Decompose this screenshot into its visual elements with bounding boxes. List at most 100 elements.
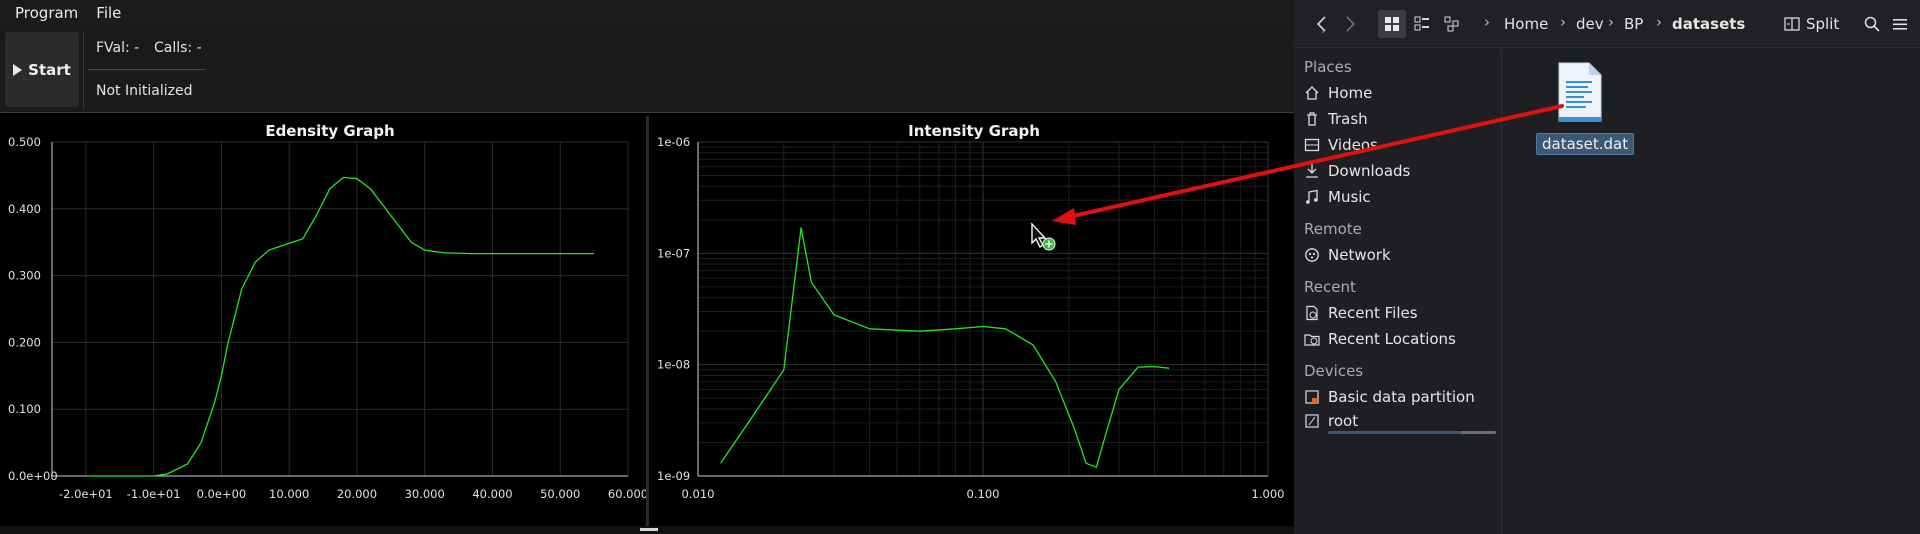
edensity-x-tick: 60.000 — [608, 487, 646, 501]
sidebar-item-root[interactable]: root — [1304, 410, 1358, 432]
start-button[interactable]: Start — [5, 32, 79, 107]
intensity-x-tick: 0.010 — [682, 487, 715, 501]
drive-icon — [1304, 389, 1320, 405]
fval-readout: FVal: - — [96, 40, 140, 56]
toolbar: Start FVal: - Calls: - Not Initialized — [0, 27, 1294, 113]
trash-icon — [1304, 111, 1320, 127]
sidebar-item-downloads[interactable]: Downloads — [1304, 160, 1410, 182]
file-view: dataset.dat — [1503, 49, 1920, 534]
intensity-graph[interactable]: Intensity Graph 1e-09 1e-08 1e-07 1e-06 0.0… — [649, 116, 1294, 526]
sidebar-label-downloads: Downloads — [1328, 162, 1411, 180]
breadcrumb-datasets[interactable]: datasets — [1672, 15, 1746, 33]
sidebar-item-trash[interactable]: Trash — [1304, 108, 1368, 130]
splitter-handle[interactable] — [640, 528, 658, 531]
edensity-x-tick: -2.0e+01 — [59, 487, 113, 501]
forward-arrow-icon — [1346, 16, 1356, 32]
recent-header: Recent — [1304, 278, 1356, 296]
intensity-x-tick: 1.000 — [1252, 487, 1285, 501]
sidebar-label-recent-files: Recent Files — [1328, 304, 1418, 322]
file-manager-toolbar: › Home › dev › BP › datasets Split — [1294, 0, 1920, 48]
icons-view-button[interactable] — [1378, 10, 1406, 38]
intensity-y-tick: 1e-07 — [657, 246, 690, 260]
edensity-chart: Edensity Graph 0.0e+00 0.100 0.200 0.300 0.4… — [8, 122, 646, 501]
stats-divider — [88, 69, 205, 70]
sidebar-label-music: Music — [1328, 188, 1371, 206]
start-label: Start — [28, 60, 71, 79]
edensity-y-tick: 0.500 — [8, 135, 41, 149]
play-icon — [13, 63, 23, 76]
places-header: Places — [1304, 58, 1352, 76]
breadcrumb-chevron-icon: › — [1560, 13, 1566, 31]
search-icon — [1864, 16, 1880, 32]
edensity-x-tick: 10.000 — [269, 487, 309, 501]
edensity-title: Edensity Graph — [265, 122, 394, 140]
tree-view-icon — [1444, 16, 1459, 32]
back-arrow-icon — [1316, 16, 1326, 33]
download-icon — [1304, 163, 1320, 179]
status-text: Not Initialized — [96, 83, 193, 99]
devices-header: Devices — [1304, 362, 1364, 380]
sidebar-label-root: root — [1328, 412, 1359, 430]
breadcrumb-chevron-icon: › — [1484, 13, 1490, 31]
split-button[interactable]: Split — [1780, 10, 1844, 38]
intensity-y-tick: 1e-08 — [657, 358, 690, 372]
breadcrumb-bp[interactable]: BP — [1624, 15, 1644, 33]
edensity-y-tick: 0.0e+00 — [8, 469, 58, 483]
breadcrumb-home[interactable]: Home — [1504, 15, 1549, 33]
back-button[interactable] — [1308, 10, 1336, 38]
edensity-x-tick: 0.0e+00 — [197, 487, 247, 501]
edensity-graph[interactable]: Edensity Graph 0.0e+00 0.100 0.200 0.300 0.4… — [0, 116, 646, 526]
menu-file[interactable]: File — [96, 4, 122, 22]
edensity-y-tick: 0.300 — [8, 269, 41, 283]
file-name-label: dataset.dat — [1536, 133, 1635, 155]
edensity-x-tick: 40.000 — [472, 487, 512, 501]
menu-program[interactable]: Program — [15, 4, 79, 22]
intensity-y-tick: 1e-09 — [657, 469, 690, 483]
intensity-chart: Intensity Graph 1e-09 1e-08 1e-07 1e-06 0.0… — [657, 122, 1285, 501]
edensity-y-tick: 0.100 — [8, 402, 41, 416]
sidebar-item-videos[interactable]: Videos — [1304, 134, 1378, 156]
edensity-x-tick: 30.000 — [405, 487, 445, 501]
breadcrumb-chevron-icon: › — [1608, 13, 1614, 31]
compact-view-button[interactable] — [1408, 10, 1436, 38]
breadcrumb-chevron-icon: › — [1656, 13, 1662, 31]
sidebar-scrollbar[interactable] — [1460, 431, 1496, 434]
intensity-series-line — [720, 227, 1170, 468]
remote-header: Remote — [1304, 220, 1362, 238]
sidebar-item-recent-files[interactable]: Recent Files — [1304, 302, 1418, 324]
grid-view-icon — [1385, 17, 1399, 31]
file-item[interactable]: dataset.dat — [1526, 59, 1635, 159]
forward-button[interactable] — [1336, 10, 1364, 38]
split-label: Split — [1806, 15, 1840, 33]
toolbar-separator — [83, 32, 84, 108]
sidebar-label-recent-locations: Recent Locations — [1328, 330, 1456, 348]
home-icon — [1304, 85, 1320, 101]
edensity-series-line — [85, 176, 595, 477]
sidebar-item-home[interactable]: Home — [1304, 82, 1372, 104]
sidebar-item-basic-data-partition[interactable]: Basic data partition — [1304, 386, 1475, 408]
root-drive-icon — [1304, 413, 1320, 429]
sidebar-scroll-track[interactable] — [1328, 431, 1460, 434]
edensity-y-tick: 0.200 — [8, 335, 41, 349]
calls-readout: Calls: - — [154, 40, 202, 56]
edensity-x-tick: -1.0e+01 — [127, 487, 181, 501]
hamburger-menu-button[interactable] — [1886, 10, 1914, 38]
sidebar-item-music[interactable]: Music — [1304, 186, 1371, 208]
video-icon — [1304, 137, 1320, 153]
details-view-button[interactable] — [1438, 10, 1466, 38]
graph-splitter[interactable] — [646, 116, 649, 526]
text-file-icon — [1558, 62, 1602, 122]
network-icon — [1304, 247, 1320, 263]
sidebar-item-recent-locations[interactable]: Recent Locations — [1304, 328, 1456, 350]
sidebar-item-network[interactable]: Network — [1304, 244, 1391, 266]
music-note-icon — [1304, 189, 1320, 205]
places-sidebar: Places Home Trash Videos Downloads Music — [1294, 49, 1502, 534]
intensity-y-tick: 1e-06 — [657, 135, 690, 149]
edensity-y-tick: 0.400 — [8, 202, 41, 216]
breadcrumb-dev[interactable]: dev — [1576, 15, 1604, 33]
sidebar-label-basic-data-partition: Basic data partition — [1328, 388, 1475, 406]
compact-view-icon — [1414, 16, 1429, 31]
search-button[interactable] — [1858, 10, 1886, 38]
sidebar-label-trash: Trash — [1328, 110, 1368, 128]
